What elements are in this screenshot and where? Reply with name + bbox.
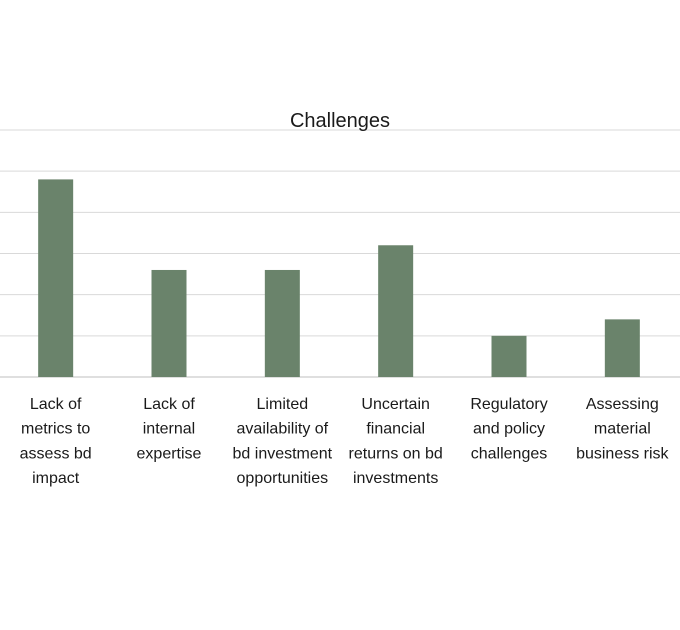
category-labels: Lack of metrics to assess bd impact Lack of i… <box>20 396 670 487</box>
bar <box>264 269 300 377</box>
chart-title: Challenges <box>290 110 390 132</box>
bars <box>38 179 640 377</box>
category-label: Lack of internal expertise <box>137 396 202 462</box>
bar <box>604 319 640 377</box>
category-label: Assessing material business risk <box>576 396 669 462</box>
category-label: Uncertain financial returns on bd investmen… <box>349 396 443 487</box>
gridlines <box>0 129 680 378</box>
bar <box>378 245 414 377</box>
bar <box>151 269 187 377</box>
category-label: Lack of metrics to assess bd impact <box>20 396 92 487</box>
category-label: Regulatory and policy challenges <box>470 396 547 462</box>
bar <box>491 335 527 377</box>
bar <box>38 179 74 377</box>
category-label: Limited availability of bd investment oppor… <box>233 396 333 487</box>
